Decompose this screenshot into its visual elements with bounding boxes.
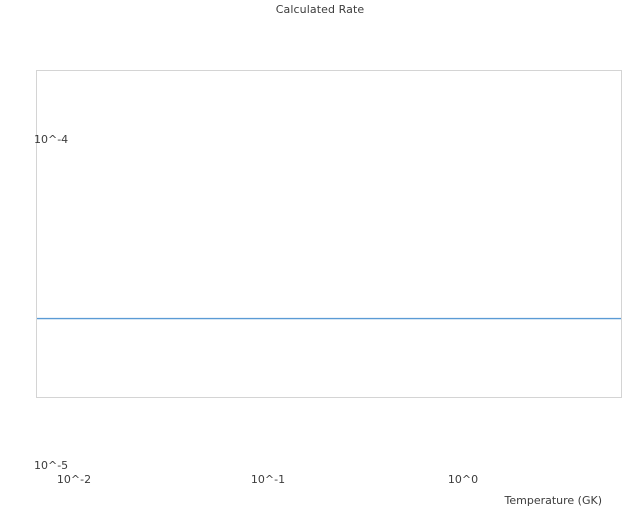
x-axis-label: Temperature (GK) <box>504 494 603 507</box>
chart-figure: Calculated Rate 10^-4 10^-5 10^-2 10^-1 … <box>34 3 622 507</box>
chart-title: Calculated Rate <box>275 3 365 16</box>
plot-canvas <box>37 71 621 397</box>
plot-area: 10^-4 10^-5 10^-2 10^-1 10^0 10^1 Temper… <box>34 70 622 507</box>
y-tick-label-top: 10^-4 <box>34 133 69 146</box>
y-tick-label-bottom: 10^-5 <box>34 459 69 472</box>
